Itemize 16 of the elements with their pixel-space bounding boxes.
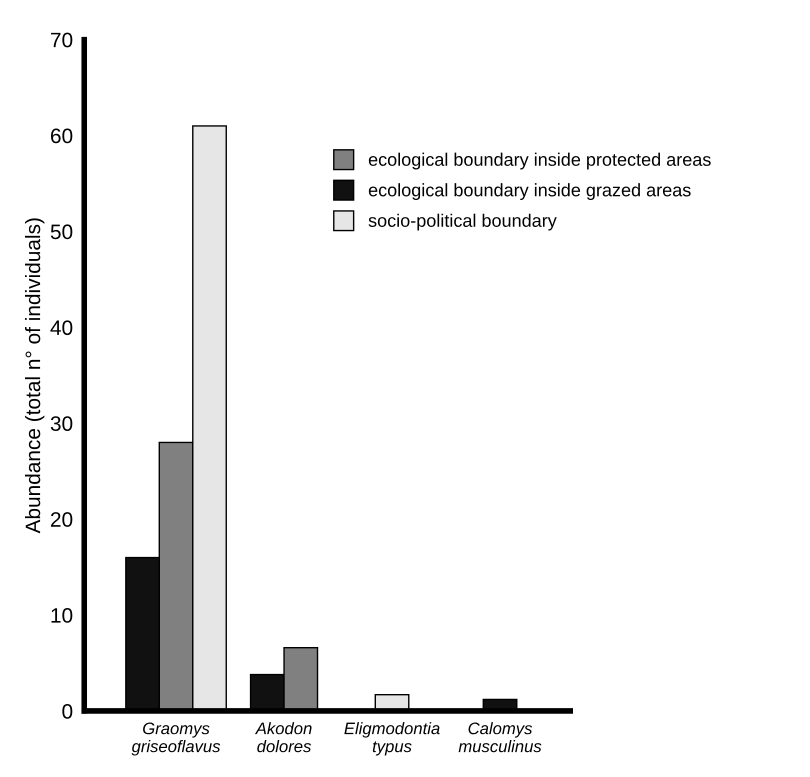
- legend-label: ecological boundary inside protected areas: [368, 152, 711, 170]
- y-tick-label: 50: [50, 224, 72, 240]
- x-tick-label: Calomys musculinus: [458, 722, 542, 752]
- y-tick-label: 70: [51, 32, 72, 48]
- y-tick-label: 30: [50, 416, 72, 431]
- y-tick-label: 20: [51, 512, 72, 527]
- y-tick-label: 10: [52, 608, 72, 623]
- x-tick-label: Akodon dolores: [254, 722, 312, 752]
- y-tick-label: 0: [62, 704, 72, 719]
- legend-label: ecological boundary inside grazed areas: [368, 183, 691, 200]
- y-tick-label: 60: [51, 128, 72, 144]
- x-tick-label: Eligmodontia typus: [344, 722, 440, 756]
- legend-label: socio-political boundary: [368, 214, 557, 231]
- y-tick-label: 40: [50, 320, 72, 336]
- x-tick-label: Graomys griseoflavus: [132, 722, 220, 756]
- y-axis-title: Abundance (total n° of individuals): [24, 218, 44, 534]
